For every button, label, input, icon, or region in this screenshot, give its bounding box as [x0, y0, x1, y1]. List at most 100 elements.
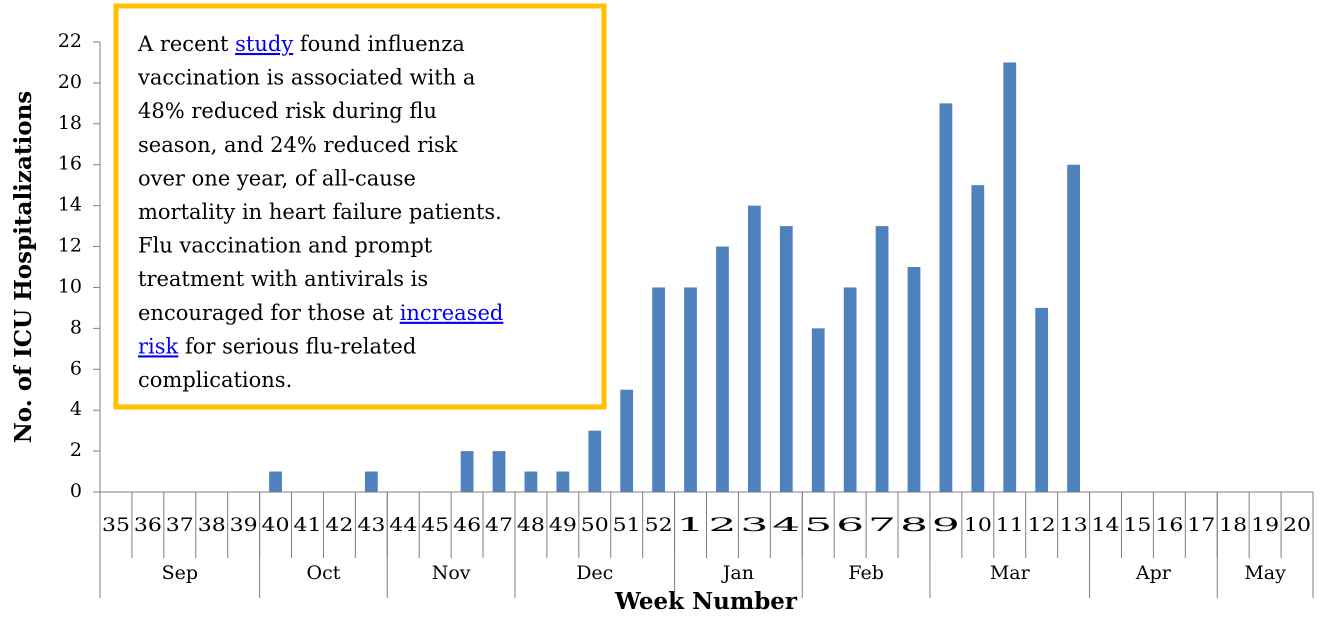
x-tick-label: 40 — [262, 514, 290, 536]
month-label: Mar — [990, 562, 1031, 584]
month-label: Dec — [576, 562, 613, 584]
x-axis-label: Week Number — [614, 588, 798, 615]
y-tick-label: 6 — [70, 357, 82, 379]
bar — [364, 471, 378, 492]
bar — [939, 103, 953, 492]
annotation-text: 48% reduced risk during flu — [138, 99, 437, 123]
annotation-line: treatment with antivirals is — [138, 267, 428, 291]
x-tick-label: 41 — [293, 514, 321, 536]
annotation-link[interactable]: increased — [400, 300, 504, 324]
x-tick-label: 18 — [1219, 514, 1247, 536]
x-tick-label: 2 — [708, 514, 736, 536]
annotation-text: A recent — [137, 32, 235, 56]
month-label: Jan — [721, 562, 754, 584]
bar — [716, 246, 729, 492]
month-label: Sep — [162, 562, 198, 584]
annotation-text: found influenza — [293, 32, 465, 56]
y-axis-label: No. of ICU Hospitalizations — [10, 91, 37, 444]
month-label: Feb — [848, 562, 884, 584]
annotation-text: mortality in heart failure patients. — [138, 200, 502, 224]
x-tick-label: 1 — [677, 514, 705, 536]
annotation-text: over one year, of all-cause — [138, 166, 416, 190]
y-tick-label: 18 — [58, 112, 82, 134]
bar — [1035, 307, 1049, 492]
bar — [652, 287, 666, 492]
annotation-link[interactable]: study — [235, 32, 293, 56]
bar — [1067, 164, 1080, 492]
bar — [684, 287, 697, 492]
annotation-link[interactable]: risk — [138, 334, 179, 358]
x-tick-label: 38 — [198, 514, 226, 536]
y-tick-label: 2 — [70, 439, 82, 461]
bar — [1003, 62, 1017, 493]
annotation-text: vaccination is associated with a — [137, 65, 475, 89]
bar — [556, 471, 570, 492]
annotation-line: 48% reduced risk during flu — [138, 99, 437, 123]
annotation-line: mortality in heart failure patients. — [138, 200, 502, 224]
x-tick-label: 49 — [549, 514, 577, 536]
bar — [524, 471, 538, 492]
bar — [907, 267, 921, 492]
x-tick-label: 5 — [804, 514, 832, 536]
y-tick-label: 4 — [70, 398, 82, 420]
x-tick-label: 45 — [421, 514, 449, 536]
x-tick-label: 17 — [1187, 514, 1215, 536]
bar — [843, 287, 857, 492]
y-tick-label: 16 — [58, 153, 82, 175]
annotation-text: for serious flu-related — [178, 334, 416, 358]
x-tick-label: 36 — [134, 514, 162, 536]
y-tick-label: 8 — [70, 316, 82, 338]
x-tick-label: 15 — [1123, 514, 1151, 536]
month-label: Nov — [432, 562, 471, 584]
x-tick-label: 11 — [996, 514, 1024, 536]
month-label: Oct — [307, 562, 341, 584]
bar — [811, 328, 825, 492]
x-tick-label: 12 — [1028, 514, 1056, 536]
x-tick-label: 14 — [1092, 514, 1120, 536]
x-tick-label: 35 — [102, 514, 130, 536]
x-tick-label: 8 — [900, 514, 928, 536]
x-tick-label: 3 — [740, 514, 768, 536]
x-tick-label: 42 — [325, 514, 353, 536]
x-tick-label: 20 — [1283, 514, 1311, 536]
annotation-text: treatment with antivirals is — [138, 267, 428, 291]
x-tick-label: 37 — [166, 514, 194, 536]
x-tick-label: 7 — [868, 514, 896, 536]
x-tick-label: 13 — [1060, 514, 1088, 536]
x-tick-label: 44 — [389, 514, 417, 536]
x-tick-label: 6 — [836, 514, 864, 536]
bar — [460, 451, 474, 492]
annotation-line: season, and 24% reduced risk — [138, 132, 458, 156]
x-tick-label: 16 — [1155, 514, 1183, 536]
annotation-box — [113, 3, 607, 410]
annotation-text: complications. — [138, 368, 292, 392]
annotation-line: encouraged for those at increased — [138, 300, 503, 324]
x-tick-label: 43 — [357, 514, 385, 536]
annotation-line: over one year, of all-cause — [138, 166, 416, 190]
x-tick-label: 9 — [932, 514, 960, 536]
bar — [269, 471, 282, 492]
x-tick-label: 51 — [613, 514, 641, 536]
x-tick-label: 47 — [485, 514, 513, 536]
bar — [779, 226, 793, 492]
y-tick-label: 20 — [58, 71, 82, 93]
x-tick-label: 10 — [964, 514, 992, 536]
bar — [588, 430, 602, 492]
annotation-line: complications. — [138, 368, 292, 392]
y-tick-label: 14 — [58, 194, 82, 216]
x-tick-label: 39 — [230, 514, 258, 536]
annotation-text: season, and 24% reduced risk — [138, 132, 458, 156]
x-tick-label: 19 — [1251, 514, 1279, 536]
x-tick-label: 50 — [581, 514, 609, 536]
y-tick-label: 0 — [70, 480, 82, 502]
y-tick-label: 10 — [58, 275, 82, 297]
x-tick-label: 48 — [517, 514, 545, 536]
bar — [875, 226, 889, 492]
annotation-line: vaccination is associated with a — [137, 65, 475, 89]
x-tick-label: 46 — [453, 514, 481, 536]
annotation-text: Flu vaccination and prompt — [138, 233, 433, 257]
month-label: Apr — [1135, 562, 1172, 584]
annotation-line: risk for serious flu-related — [138, 334, 416, 358]
annotation-line: A recent study found influenza — [137, 32, 465, 56]
